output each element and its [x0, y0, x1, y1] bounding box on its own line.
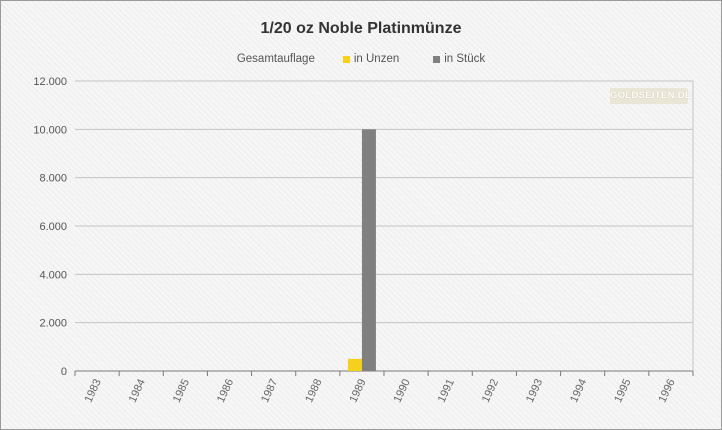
y-tick-label: 10.000	[33, 124, 67, 136]
legend-swatch-stueck	[433, 55, 441, 63]
y-tick-label: 8.000	[39, 173, 67, 185]
legend-item-unzen[interactable]: in Unzen	[342, 53, 400, 65]
x-tick-label: 1990	[392, 377, 413, 404]
x-tick-label: 1994	[568, 377, 589, 404]
y-tick-label: 0	[61, 366, 67, 378]
bar	[347, 358, 362, 371]
x-tick-label: 1995	[612, 377, 633, 404]
x-tick-label: 1988	[303, 377, 324, 404]
y-tick-label: 6.000	[39, 221, 67, 233]
legend-item-stueck[interactable]: in Stück	[433, 53, 485, 65]
x-tick-label: 1991	[436, 377, 457, 404]
x-tick-label: 1984	[127, 377, 148, 404]
watermark-logo: GOLDSEITEN.DE	[610, 88, 691, 104]
legend-swatch-unzen	[342, 55, 350, 63]
x-tick-label: 1996	[656, 377, 677, 404]
x-tick-label: 1987	[259, 377, 280, 404]
chart-legend: Gesamtauflage in Unzen in Stück	[0, 53, 722, 65]
x-tick-label: 1983	[83, 377, 104, 404]
y-tick-label: 4.000	[39, 269, 67, 281]
x-tick-label: 1989	[347, 377, 368, 404]
y-tick-label: 2.000	[39, 318, 67, 330]
legend-label-stueck: in Stück	[444, 53, 486, 65]
x-tick-label: 1985	[171, 377, 192, 404]
x-tick-label: 1986	[215, 377, 236, 404]
bar	[361, 129, 376, 371]
y-tick-label: 12.000	[33, 76, 67, 88]
legend-title: Gesamtauflage	[236, 53, 315, 65]
x-tick-label: 1993	[524, 377, 545, 404]
legend-label-unzen: in Unzen	[353, 53, 400, 65]
x-tick-label: 1992	[480, 377, 501, 404]
chart-title: 1/20 oz Noble Platinmünze	[260, 20, 462, 37]
